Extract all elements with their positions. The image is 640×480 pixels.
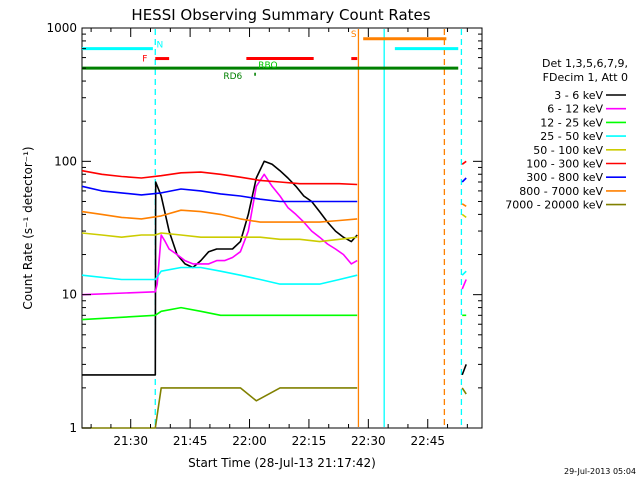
legend-title-line: FDecim 1, Att 0 [543,71,628,84]
series-line-4-1 [461,213,467,219]
legend-label: 7000 - 20000 keV [505,199,603,212]
legend-label: 100 - 300 keV [526,158,603,171]
flag-layer: N S F RBO RD6 [82,30,459,82]
y-tick-label: 1000 [46,21,77,35]
series-line-3-0 [81,266,358,285]
series-line-0-1 [461,364,467,376]
x-tick-label: 22:00 [232,434,267,448]
flag-label-rbo: RBO [258,61,277,71]
series-line-5-1 [461,160,467,165]
chart-title: HESSI Observing Summary Count Rates [131,6,430,24]
series-line-6-0 [81,185,358,203]
series-line-1-1 [461,279,467,290]
legend-title-line: Det 1,3,5,6,7,9, [542,57,628,70]
legend-label: 300 - 800 keV [526,171,603,184]
x-tick-label: 22:15 [292,434,327,448]
legend-label: 6 - 12 keV [547,103,603,116]
y-axis: 1 10 100 1000 [46,21,482,435]
x-tick-label: 22:45 [410,434,445,448]
flag-label-n: N [156,41,163,51]
x-axis: 21:30 21:45 22:00 22:15 22:30 22:45 [90,28,468,448]
series-line-7-0 [81,209,358,223]
series-line-8-1 [461,387,467,395]
series-line-2-0 [81,306,358,321]
legend-label: 50 - 100 keV [533,144,603,157]
legend-label: 800 - 7000 keV [519,185,603,198]
series-line-3-1 [461,270,467,276]
series-layer [81,160,467,429]
flag-label-s: S [351,30,357,40]
x-axis-label: Start Time (28-Jul-13 21:17:42) [188,456,376,470]
y-tick-label: 10 [62,288,77,302]
series-line-7-1 [461,203,467,207]
y-tick-label: 1 [69,421,77,435]
legend-label: 25 - 50 keV [540,130,603,143]
x-tick-label: 21:30 [113,434,148,448]
series-line-5-0 [81,169,358,186]
x-tick-label: 22:30 [351,434,386,448]
series-line-4-0 [81,232,358,243]
plot-frame [81,27,483,429]
y-tick-label: 100 [54,154,77,168]
series-line-0-0 [82,160,358,376]
series-line-6-1 [461,177,467,183]
legend: Det 1,3,5,6,7,9,FDecim 1, Att 0 3 - 6 keV… [505,57,628,212]
x-tick-label: 21:45 [173,434,208,448]
legend-label: 12 - 25 keV [540,116,603,129]
flag-label-f: F [142,55,147,65]
y-axis-label: Count Rate (s⁻¹ detector⁻¹) [21,146,35,309]
series-line-8-0 [82,387,358,429]
flag-label-rd6: RD6 [223,72,242,82]
legend-label: 3 - 6 keV [554,89,603,102]
series-line-1-0 [81,173,358,296]
footer-timestamp: 29-Jul-2013 05:04 [564,467,636,476]
